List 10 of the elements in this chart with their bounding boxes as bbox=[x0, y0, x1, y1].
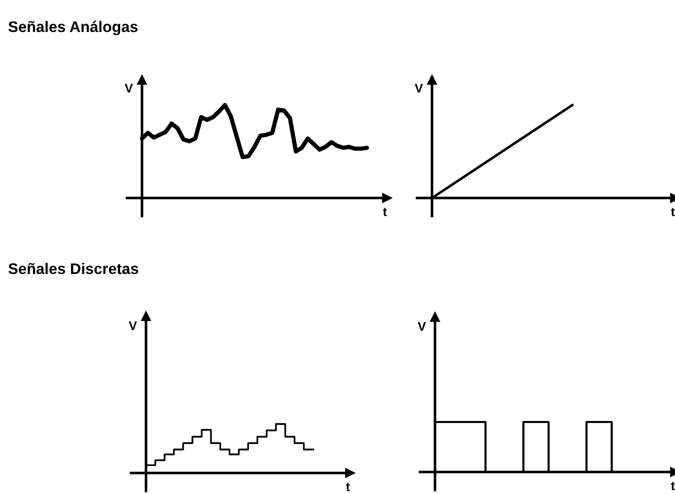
y-axis-title: V bbox=[128, 321, 137, 330]
x-axis-title: t bbox=[346, 482, 350, 492]
y-axis-title: V bbox=[124, 84, 133, 92]
chart-title: Señales Discretas bbox=[8, 262, 138, 274]
x-axis-title: t bbox=[382, 208, 387, 216]
x-axis-title: t bbox=[670, 208, 675, 216]
chart-title: Señales Análogas bbox=[8, 20, 138, 36]
x-axis-title: t bbox=[670, 482, 675, 490]
y-axis-title: V bbox=[418, 322, 426, 331]
y-axis-title: V bbox=[414, 84, 423, 92]
